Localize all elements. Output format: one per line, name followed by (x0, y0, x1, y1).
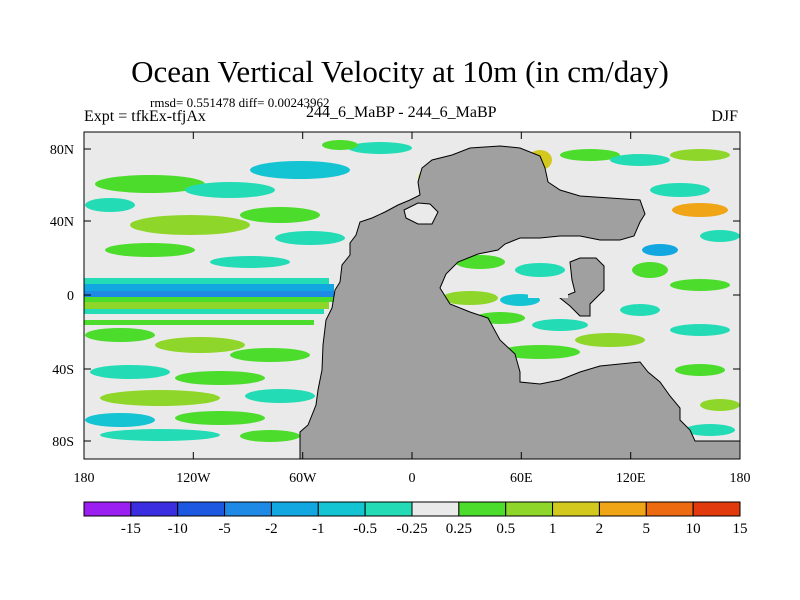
lat-tick-label: 40N (50, 215, 74, 230)
northern-inlet (403, 202, 439, 225)
lat-tick-label: 80S (52, 435, 74, 450)
strait-channel (528, 292, 568, 298)
longitude-axis: 180 120W 60W 0 60E 120E 180 (74, 132, 751, 486)
colorbar-label: -2 (265, 521, 278, 537)
colorbar-swatch (130, 501, 179, 517)
colorbar-label: 15 (733, 521, 748, 537)
colorbar-swatch (505, 501, 554, 517)
season-label: DJF (711, 108, 738, 125)
colorbar-label: -5 (218, 521, 231, 537)
case-label: 244_6_MaBP - 244_6_MaBP (306, 104, 497, 121)
lon-tick-label: 120E (616, 471, 646, 486)
colorbar-label: -0.5 (353, 521, 377, 537)
colorbar-swatch (458, 501, 507, 517)
lon-tick-label: 60W (289, 471, 317, 486)
colorbar: -15 -10 -5 -2 -1 -0.5 -0.25 0.25 0.5 1 2 5 10 15 (83, 501, 748, 537)
colorbar-swatch (83, 501, 132, 517)
western-continent (299, 145, 740, 459)
colorbar-swatch (598, 501, 647, 517)
colorbar-swatch (317, 501, 366, 517)
lat-tick-label: 40S (52, 363, 74, 378)
colorbar-swatch (364, 501, 413, 517)
colorbar-swatch (692, 501, 741, 517)
map-title: Ocean Vertical Velocity at 10m (in cm/da… (131, 54, 669, 89)
lon-tick-label: 60E (510, 471, 533, 486)
colorbar-label: 2 (596, 521, 604, 537)
experiment-label: Expt = tfkEx-tfjAx (84, 108, 206, 125)
colorbar-label: 0.25 (446, 521, 472, 537)
colorbar-label: -0.25 (396, 521, 427, 537)
lon-tick-label: 0 (409, 471, 416, 486)
rmsd-diff-stats: rmsd= 0.551478 diff= 0.00243962 (150, 95, 330, 110)
colorbar-swatch (177, 501, 226, 517)
lat-tick-label: 80N (50, 143, 74, 158)
colorbar-label: 10 (686, 521, 701, 537)
colorbar-label: 1 (549, 521, 557, 537)
latitude-axis: 80N 40N 0 40S 80S (50, 143, 740, 450)
colorbar-swatch (411, 501, 460, 517)
lon-tick-label: 120W (176, 471, 211, 486)
colorbar-swatch (224, 501, 272, 517)
eastern-island (559, 257, 605, 317)
colorbar-label: -15 (121, 521, 141, 537)
colorbar-swatch (270, 501, 319, 517)
colorbar-label: 5 (643, 521, 651, 537)
plot-area (84, 132, 740, 459)
lon-tick-label: 180 (74, 471, 95, 486)
colorbar-label: 0.5 (496, 521, 515, 537)
colorbar-swatch (645, 501, 694, 517)
lat-tick-label: 0 (67, 289, 74, 304)
land-mask (299, 145, 740, 459)
lon-tick-label: 180 (730, 471, 751, 486)
colorbar-label: -1 (312, 521, 325, 537)
colorbar-swatch (552, 501, 600, 517)
colorbar-label: -10 (168, 521, 188, 537)
velocity-field (84, 140, 740, 442)
